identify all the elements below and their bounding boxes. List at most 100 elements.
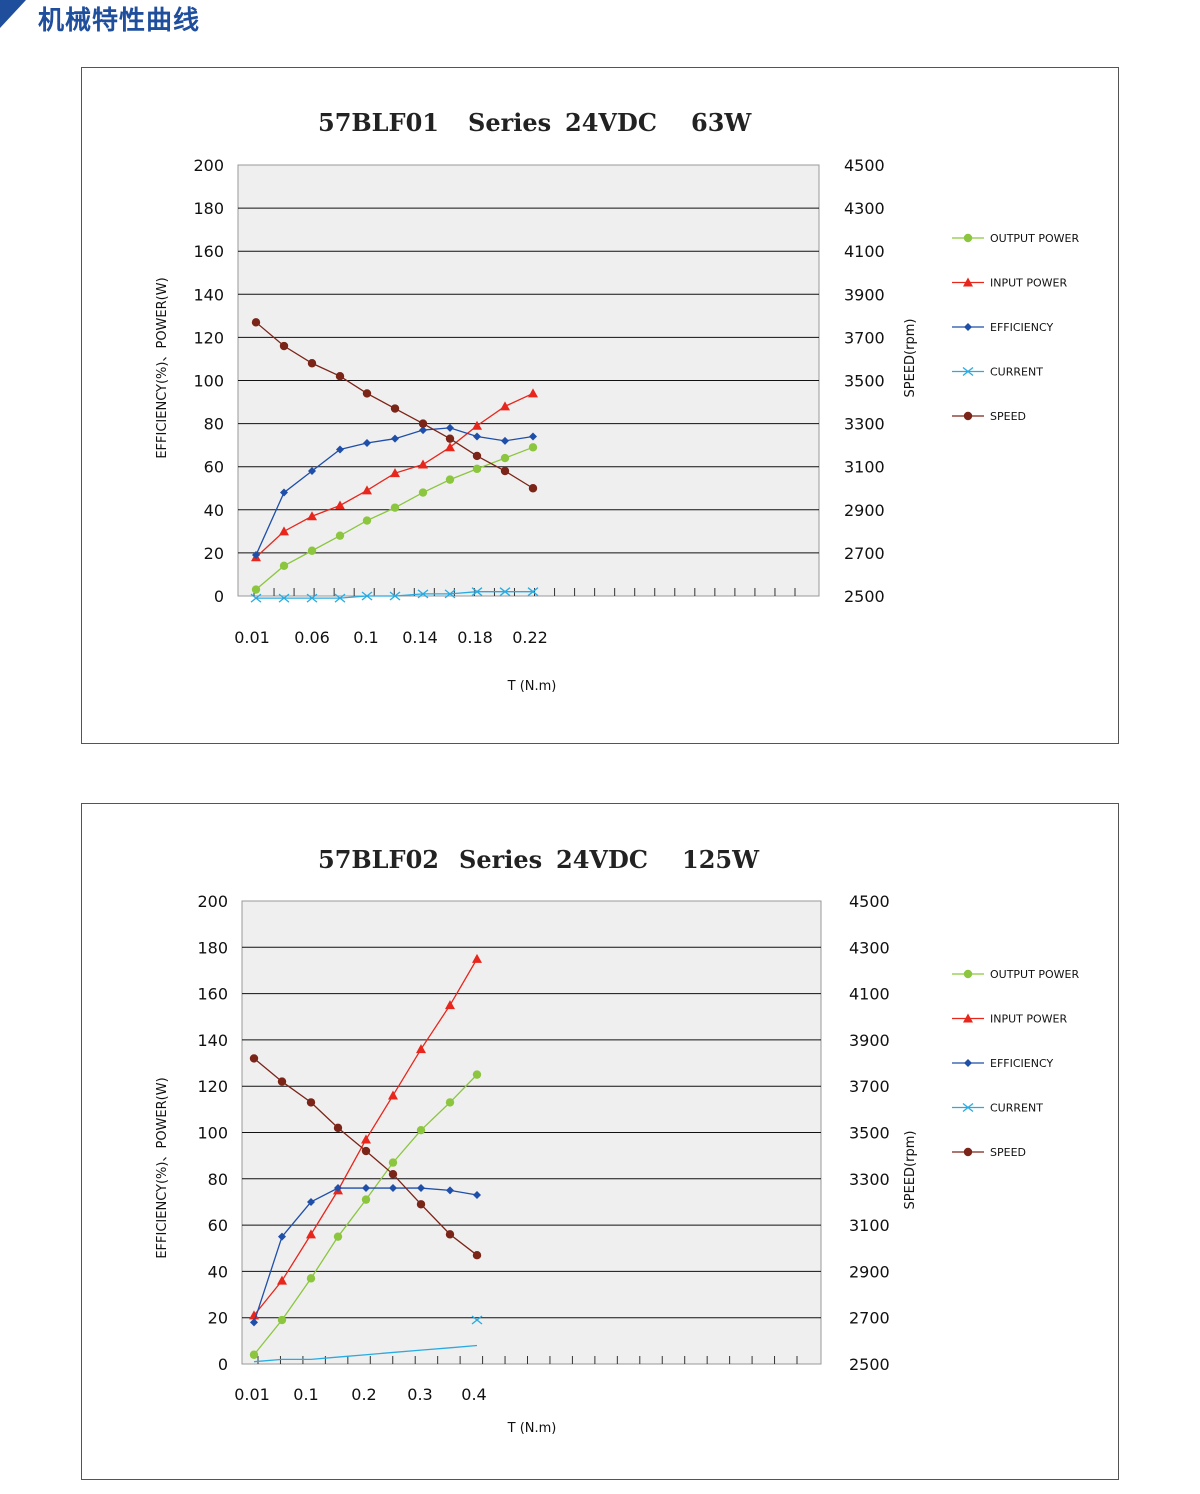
data-point-current [250,593,262,603]
data-point-current [334,593,346,603]
data-point-input [472,953,482,963]
y-tick-label-right: 3100 [844,458,885,477]
legend-marker [964,1059,972,1067]
data-point-speed [277,1077,287,1086]
legend-marker [964,323,972,331]
data-point-current [471,587,483,597]
y-tick-label-left: 20 [208,1309,228,1328]
data-point-input [307,511,317,521]
y-tick-label-left: 80 [204,415,224,434]
data-point-output [500,453,510,463]
y-tick-label-left: 60 [208,1216,228,1235]
data-point-efficiency [473,432,481,441]
data-point-speed [362,389,372,398]
data-point-input [362,485,372,495]
series-input [251,388,538,562]
data-point-speed [307,359,317,368]
data-point-speed [416,1200,426,1209]
data-point-speed [445,1230,455,1239]
y-tick-label-right: 3700 [849,1077,890,1096]
y-tick-label-left: 160 [197,985,228,1004]
legend-marker [962,1102,974,1113]
data-point-speed [249,1054,259,1063]
legend-label: EFFICIENCY [990,1057,1053,1070]
section-heading: 机械特性曲线 [38,6,201,36]
data-point-efficiency [446,423,454,432]
x-tick-label: 0.3 [407,1385,432,1404]
legend-item-output: OUTPUT POWER [952,968,1079,981]
data-point-efficiency [501,436,509,445]
legend: OUTPUT POWER INPUT POWER EFFICIENCY CURRENT… [952,232,1079,423]
data-point-input [277,1275,287,1285]
data-point-speed [472,451,482,461]
data-point-current [417,589,429,599]
y-tick-label-right: 3300 [844,415,885,434]
data-point-speed [500,466,510,476]
chart-panel-57blf01: 57BLF01 Series 24VDC 63W 200 180 160 140 120 100 8… [81,67,1119,744]
data-point-output [362,516,372,525]
chart-57blf01: 57BLF01 Series 24VDC 63W2001801601401201008… [155,108,1079,694]
data-point-input [361,1134,371,1144]
y-tick-label-right: 4100 [849,985,890,1004]
data-point-efficiency [336,445,344,454]
legend-item-current: CURRENT [952,1102,1043,1115]
data-point-efficiency [280,488,288,497]
data-point-efficiency [334,1184,342,1193]
data-point-input [445,442,455,452]
data-point-speed [279,341,289,351]
legend-label: OUTPUT POWER [990,232,1079,245]
data-point-efficiency [417,1184,425,1193]
series-efficiency [250,1184,481,1327]
legend-item-speed: SPEED [952,1146,1026,1159]
data-point-speed [472,1250,482,1260]
x-tick-label: 0.1 [353,628,378,647]
data-point-output [445,475,455,484]
data-point-input [279,526,289,536]
legend-label: INPUT POWER [990,1013,1067,1026]
y-tick-label-right: 4500 [849,892,890,911]
y-tick-label-left: 100 [197,1124,228,1143]
header-triangle-icon [0,0,26,28]
legend-marker [963,233,973,243]
y-tick-label-right: 3900 [844,285,885,304]
data-point-current [306,593,318,603]
y-tick-label-right: 3900 [849,1031,890,1050]
x-tick-label: 0.18 [457,628,493,647]
data-point-input [418,459,428,469]
chart-title-part: Series [468,108,551,137]
data-point-speed [418,419,428,428]
y-tick-label-left: 80 [208,1170,228,1189]
series-current [253,1315,483,1363]
x-tick-label: 0.06 [294,628,330,647]
legend-label: CURRENT [990,366,1043,379]
data-point-input [335,500,345,510]
legend-item-output: OUTPUT POWER [952,232,1079,245]
legend-label: OUTPUT POWER [990,968,1079,981]
data-point-efficiency [308,467,316,476]
y-tick-label-left: 120 [197,1077,228,1096]
legend: OUTPUT POWER INPUT POWER EFFICIENCY CURRENT… [952,968,1079,1159]
y-tick-label-left: 200 [193,156,224,175]
data-point-efficiency [307,1197,315,1206]
chart-title-part: 24VDC [565,108,657,137]
data-point-efficiency [446,1186,454,1195]
data-point-efficiency [252,551,260,560]
data-point-output [306,1274,316,1283]
data-point-output [361,1195,371,1204]
y-axis-label-left: EFFICIENCY(%)、POWER(W) [155,277,170,458]
y-tick-label-right: 3700 [844,328,885,347]
chart-title-part: Series [459,845,542,874]
legend-marker [963,1147,973,1157]
y-tick-label-right: 3500 [849,1124,890,1143]
x-tick-label: 0.2 [351,1385,376,1404]
y-tick-label-left: 160 [193,242,224,261]
legend-item-speed: SPEED [952,410,1026,423]
data-point-output [279,561,289,571]
y-tick-label-left: 180 [193,199,224,218]
data-point-output [416,1125,426,1135]
legend-marker [963,411,973,421]
data-point-input [249,1310,259,1320]
series-output [249,1070,482,1359]
chart-title-part: 63W [691,108,752,137]
data-point-current [471,1315,483,1325]
